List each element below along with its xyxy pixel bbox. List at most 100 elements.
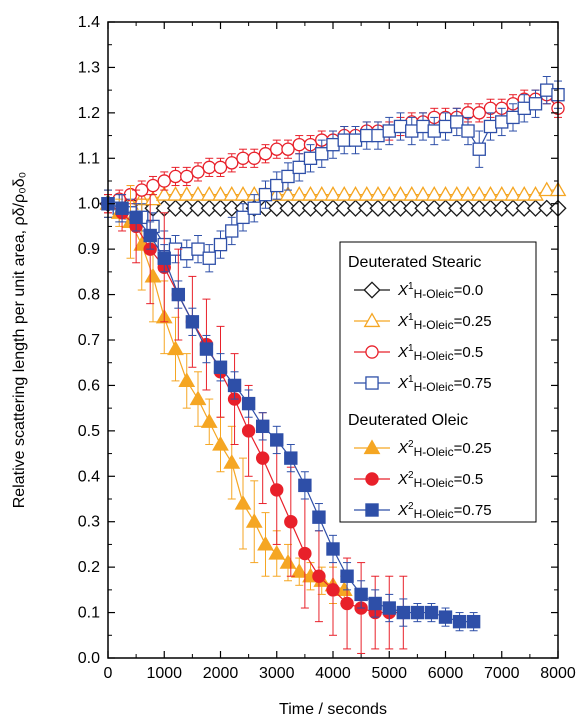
data-point bbox=[302, 186, 319, 201]
x-tick-label: 1000 bbox=[146, 665, 182, 682]
data-point bbox=[189, 199, 207, 217]
y-tick-label: 0.3 bbox=[78, 514, 100, 531]
data-point bbox=[143, 228, 157, 243]
x-tick-label: 3000 bbox=[259, 665, 295, 682]
data-point bbox=[448, 186, 466, 201]
data-point bbox=[167, 340, 184, 356]
data-point bbox=[212, 435, 229, 451]
data-point bbox=[368, 596, 382, 611]
y-tick-label: 0.2 bbox=[78, 559, 100, 576]
legend-entry-0: X1H-Oleic=0.0 bbox=[354, 281, 483, 301]
data-point bbox=[303, 151, 318, 165]
data-point bbox=[270, 433, 284, 447]
data-point bbox=[225, 156, 239, 170]
data-point bbox=[245, 513, 263, 528]
data-point bbox=[200, 199, 218, 217]
x-tick-label: 8000 bbox=[540, 665, 576, 682]
legend-label: X1H-Oleic=0.75 bbox=[397, 374, 492, 394]
data-point bbox=[483, 119, 498, 134]
data-point bbox=[358, 199, 376, 217]
data-point bbox=[185, 315, 200, 329]
legend-label: X1H-Oleic=0.0 bbox=[397, 281, 483, 301]
data-point bbox=[380, 186, 398, 201]
data-point bbox=[495, 115, 509, 129]
legend-marker bbox=[363, 312, 381, 328]
data-point bbox=[258, 147, 273, 161]
data-point bbox=[236, 210, 250, 225]
data-point bbox=[227, 378, 242, 393]
data-point bbox=[538, 181, 556, 197]
data-point bbox=[392, 186, 409, 201]
data-point bbox=[425, 199, 443, 217]
legend-label: X2H-Oleic=0.25 bbox=[397, 439, 492, 459]
y-tick-label: 0.1 bbox=[78, 605, 100, 622]
data-point bbox=[335, 581, 353, 596]
data-point bbox=[167, 186, 184, 201]
data-point bbox=[115, 201, 129, 215]
data-point bbox=[437, 186, 454, 201]
data-point bbox=[191, 242, 205, 256]
y-tick-label: 0.5 bbox=[78, 423, 100, 440]
data-point bbox=[527, 186, 544, 201]
data-point bbox=[493, 186, 511, 201]
data-point bbox=[312, 510, 326, 524]
data-point bbox=[346, 199, 365, 217]
data-point bbox=[178, 186, 196, 201]
legend-label: X1H-Oleic=0.5 bbox=[397, 343, 483, 363]
legend-label: X1H-Oleic=0.25 bbox=[397, 312, 492, 332]
x-tick-label: 6000 bbox=[428, 665, 464, 682]
data-point bbox=[157, 251, 171, 265]
y-tick-label: 0.6 bbox=[78, 377, 100, 394]
data-point bbox=[504, 199, 522, 217]
data-point bbox=[380, 199, 398, 217]
data-point bbox=[459, 199, 477, 217]
axis-ticks: 0 1000 2000 3000 4000 5000 6000 7000 8000 0.0 0.1 0… bbox=[78, 14, 576, 682]
data-point bbox=[405, 124, 419, 138]
data-point bbox=[255, 451, 270, 465]
data-point bbox=[281, 169, 295, 184]
data-point bbox=[189, 390, 207, 406]
data-point bbox=[354, 587, 368, 602]
legend-entry-4: X2H-Oleic=0.25 bbox=[354, 439, 492, 459]
data-point bbox=[313, 186, 331, 201]
data-point bbox=[506, 110, 520, 125]
legend: Deuterated Stearic X1H-Oleic=0.0 X1H-Oleic… bbox=[339, 241, 537, 523]
data-point bbox=[416, 119, 430, 134]
data-point bbox=[247, 151, 261, 165]
data-point bbox=[129, 210, 143, 225]
data-point bbox=[225, 224, 239, 238]
data-point bbox=[144, 267, 162, 283]
legend-marker bbox=[365, 376, 379, 390]
data-point bbox=[223, 199, 241, 217]
data-point bbox=[202, 160, 216, 175]
data-point bbox=[515, 199, 533, 217]
series-line bbox=[107, 203, 345, 591]
data-point bbox=[281, 142, 295, 156]
data-point bbox=[425, 186, 443, 201]
legend-label: X2H-Oleic=0.5 bbox=[397, 470, 483, 490]
data-point bbox=[255, 419, 270, 434]
data-point bbox=[326, 583, 340, 597]
x-tick-label: 4000 bbox=[315, 665, 351, 682]
data-point bbox=[450, 115, 464, 129]
x-tick-label: 2000 bbox=[203, 665, 239, 682]
data-point bbox=[284, 515, 298, 529]
x-tick-label: 7000 bbox=[484, 665, 520, 682]
data-point bbox=[414, 186, 432, 201]
y-tick-label: 0.0 bbox=[78, 650, 100, 667]
data-point bbox=[340, 569, 354, 583]
data-point bbox=[178, 372, 196, 387]
legend-heading: Deuterated Stearic bbox=[348, 254, 481, 271]
data-point bbox=[348, 133, 363, 147]
data-point bbox=[382, 601, 396, 615]
data-point bbox=[290, 563, 308, 578]
data-point bbox=[360, 128, 374, 143]
legend-entry-1: X1H-Oleic=0.25 bbox=[354, 312, 492, 332]
data-point bbox=[270, 178, 284, 193]
data-point bbox=[213, 160, 228, 175]
data-point bbox=[211, 199, 230, 217]
legend-marker bbox=[363, 439, 381, 455]
data-point bbox=[313, 199, 331, 217]
data-point bbox=[200, 413, 218, 428]
